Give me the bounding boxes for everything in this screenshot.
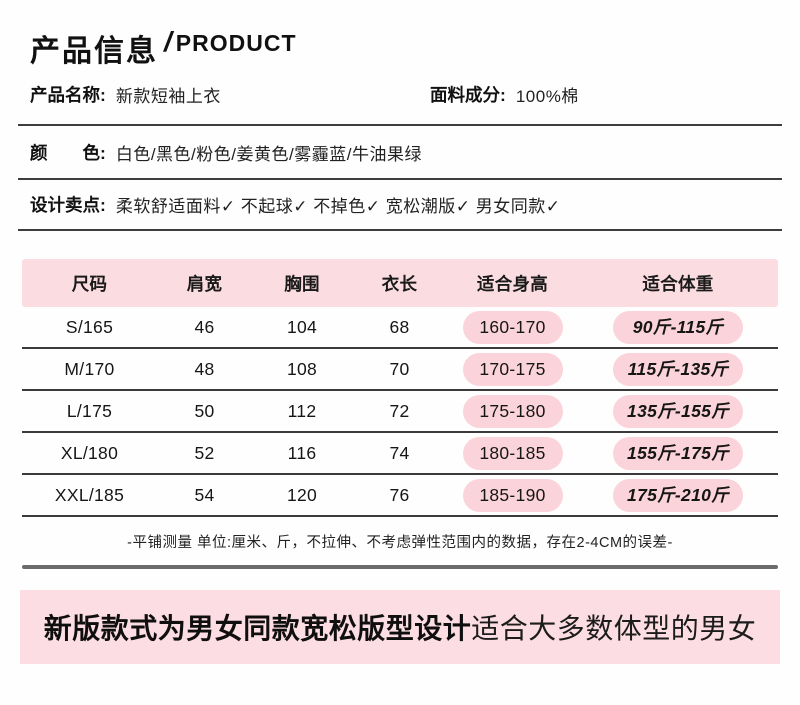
height-pill: 185-190 <box>462 478 563 512</box>
cell-shoulder: 50 <box>194 400 215 421</box>
divider <box>22 515 778 517</box>
cell-shoulder: 46 <box>194 316 215 337</box>
weight-pill: 90斤-115斤 <box>613 310 743 344</box>
divider <box>22 431 778 433</box>
cell-shoulder: 52 <box>194 442 215 463</box>
cell-bust: 104 <box>286 316 318 337</box>
cell-height: 175-180 <box>447 394 578 428</box>
cell-length: 74 <box>389 442 410 463</box>
cell-height: 170-175 <box>447 352 578 386</box>
cell-size: XXL/185 <box>54 484 125 505</box>
cell-length: 76 <box>389 484 410 505</box>
selling-point-value: 柔软舒适面料✓ 不起球✓ 不掉色✓ 宽松潮版✓ 男女同款✓ <box>115 197 561 216</box>
cell-shoulder: 54 <box>194 484 215 505</box>
col-header-length: 衣长 <box>381 273 418 294</box>
height-pill: 180-185 <box>462 436 563 470</box>
cell-size: XL/180 <box>60 442 119 463</box>
table-row: S/165 46 104 68 160-170 90斤-115斤 <box>22 307 778 347</box>
height-pill: 160-170 <box>462 310 563 344</box>
product-name-label: 产品名称: <box>30 84 106 105</box>
measurement-note: -平铺测量 单位:厘米、斤，不拉伸、不考虑弹性范围内的数据，存在2-4CM的误差… <box>127 534 673 551</box>
cell-length: 70 <box>389 358 410 379</box>
weight-pill: 175斤-210斤 <box>613 478 743 512</box>
col-header-shoulder: 肩宽 <box>186 273 223 294</box>
cell-bust: 112 <box>287 400 317 421</box>
divider <box>18 124 782 126</box>
cell-bust: 108 <box>286 358 318 379</box>
size-table: 尺码 肩宽 胸围 衣长 适合身高 适合体重 S/165 46 104 68 16… <box>22 259 778 569</box>
cell-size: M/170 <box>64 358 115 379</box>
cell-weight: 135斤-155斤 <box>578 394 778 428</box>
cell-height: 180-185 <box>447 436 578 470</box>
table-row: XL/180 52 116 74 180-185 155斤-175斤 <box>22 433 778 473</box>
weight-pill: 135斤-155斤 <box>613 394 743 428</box>
measurement-note-row: -平铺测量 单位:厘米、斤，不拉伸、不考虑弹性范围内的数据，存在2-4CM的误差… <box>22 517 778 565</box>
cell-size: L/175 <box>66 400 113 421</box>
weight-pill: 155斤-175斤 <box>613 436 743 470</box>
divider <box>22 347 778 349</box>
title-slash-divider: / <box>164 26 172 57</box>
selling-point-label: 设计卖点: <box>30 195 106 215</box>
divider <box>22 473 778 475</box>
cell-height: 185-190 <box>447 478 578 512</box>
cell-height: 160-170 <box>447 310 578 344</box>
col-header-size: 尺码 <box>71 273 108 294</box>
size-table-header: 尺码 肩宽 胸围 衣长 适合身高 适合体重 <box>22 259 778 307</box>
cell-shoulder: 48 <box>194 358 215 379</box>
cell-size: S/165 <box>65 316 114 337</box>
cell-length: 72 <box>389 400 410 421</box>
divider <box>22 389 778 391</box>
cell-weight: 115斤-135斤 <box>578 352 778 386</box>
selling-point-row: 设计卖点: 柔软舒适面料✓ 不起球✓ 不掉色✓ 宽松潮版✓ 男女同款✓ <box>0 180 800 229</box>
product-name-pair: 产品名称: 新款短袖上衣 <box>30 82 430 107</box>
footer-banner: 新版款式为男女同款宽松版型设计 适合大多数体型的男女 <box>20 590 780 664</box>
color-label: 颜 色: <box>30 142 106 163</box>
product-name-row: 产品名称: 新款短袖上衣 面料成分: 100%棉 <box>0 64 800 124</box>
cell-weight: 155斤-175斤 <box>578 436 778 470</box>
divider <box>18 178 782 180</box>
table-row: M/170 48 108 70 170-175 115斤-135斤 <box>22 349 778 389</box>
table-row: L/175 50 112 72 175-180 135斤-155斤 <box>22 391 778 431</box>
footer-regular-text: 适合大多数体型的男女 <box>471 613 757 644</box>
color-row: 颜 色: 白色/黑色/粉色/姜黄色/雾霾蓝/牛油果绿 <box>0 126 800 178</box>
col-header-height: 适合身高 <box>476 273 549 294</box>
cell-bust: 116 <box>287 442 317 463</box>
cell-weight: 90斤-115斤 <box>578 310 778 344</box>
thick-divider <box>22 565 778 569</box>
divider <box>18 229 782 231</box>
product-info-section: 产品名称: 新款短袖上衣 面料成分: 100%棉 颜 色: 白色/黑色/粉色/姜… <box>0 64 800 231</box>
fabric-pair: 面料成分: 100%棉 <box>430 82 579 107</box>
page-title: 产品信息 / PRODUCT <box>0 0 800 68</box>
page-title-en: PRODUCT <box>175 30 297 56</box>
col-header-bust: 胸围 <box>284 273 320 294</box>
product-name-value: 新款短袖上衣 <box>115 86 221 106</box>
page-title-cn: 产品信息 <box>30 35 158 68</box>
cell-bust: 120 <box>286 484 318 505</box>
footer-bold-text: 新版款式为男女同款宽松版型设计 <box>43 613 472 644</box>
fabric-value: 100%棉 <box>515 86 579 106</box>
height-pill: 170-175 <box>462 352 563 386</box>
col-header-weight: 适合体重 <box>642 273 714 294</box>
height-pill: 175-180 <box>462 394 563 428</box>
color-value: 白色/黑色/粉色/姜黄色/雾霾蓝/牛油果绿 <box>115 144 422 164</box>
cell-length: 68 <box>389 316 410 337</box>
cell-weight: 175斤-210斤 <box>578 478 778 512</box>
fabric-label: 面料成分: <box>430 84 506 105</box>
weight-pill: 115斤-135斤 <box>613 352 743 386</box>
table-row: XXL/185 54 120 76 185-190 175斤-210斤 <box>22 475 778 515</box>
